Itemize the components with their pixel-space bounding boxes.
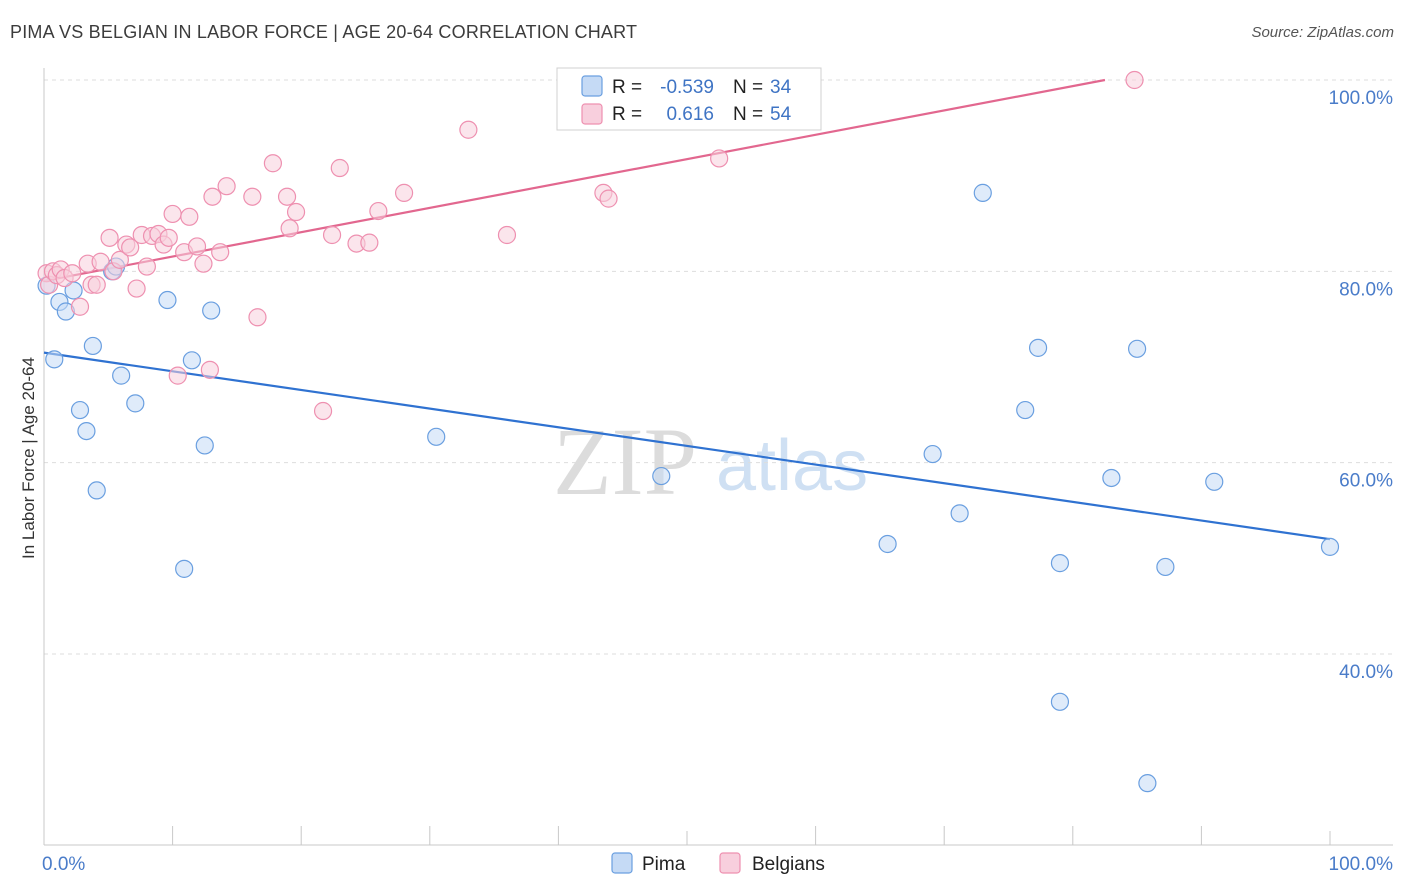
point-belgians: [710, 149, 729, 168]
point-pima: [1156, 557, 1175, 577]
point-belgians: [159, 228, 178, 247]
point-belgians: [163, 204, 182, 224]
point-belgians: [369, 201, 388, 221]
axes: [43, 68, 1393, 846]
point-belgians: [330, 158, 349, 178]
chart-title: PIMA VS BELGIAN IN LABOR FORCE | AGE 20-…: [10, 22, 638, 42]
point-belgians: [263, 154, 283, 173]
point-belgians: [243, 187, 262, 206]
bottom-legend-swatch-pima: [611, 852, 633, 874]
legend-r-label-belgians: R =: [612, 104, 642, 125]
watermark: ZIP atlas: [553, 408, 868, 515]
point-belgians: [63, 264, 82, 283]
legend-n-value-belgians: 54: [770, 104, 792, 125]
point-pima: [202, 301, 221, 320]
point-pima: [1205, 472, 1224, 491]
point-pima: [87, 481, 106, 500]
series-legend: Pima Belgians: [611, 852, 825, 875]
point-belgians: [127, 279, 146, 298]
point-pima: [195, 436, 214, 455]
x-tick-label-min: 0.0%: [42, 854, 85, 875]
point-pima: [923, 444, 942, 464]
point-pima: [182, 351, 201, 370]
point-pima: [1320, 537, 1340, 556]
point-pima: [112, 366, 131, 385]
point-pima: [1050, 554, 1070, 573]
x-tick-label-max: 100.0%: [1329, 854, 1394, 875]
point-belgians: [180, 207, 199, 226]
bottom-legend-label-belgians: Belgians: [752, 854, 825, 875]
point-belgians: [217, 177, 236, 196]
watermark-zip: ZIP: [553, 408, 697, 515]
point-belgians: [203, 187, 222, 206]
legend-swatch-belgians: [581, 103, 603, 125]
y-tick-label: 100.0%: [1329, 88, 1394, 109]
point-pima: [1127, 339, 1147, 358]
point-belgians: [1125, 70, 1144, 90]
point-belgians: [110, 250, 129, 269]
point-pima: [77, 421, 96, 441]
point-belgians: [459, 120, 478, 139]
point-belgians: [187, 237, 207, 256]
x-axis-ticks: [43, 826, 1331, 845]
point-belgians: [211, 243, 230, 262]
point-belgians: [137, 257, 156, 276]
point-pima: [126, 394, 145, 413]
point-belgians: [277, 187, 297, 206]
point-pima: [1028, 338, 1048, 357]
watermark-atlas: atlas: [716, 426, 868, 506]
point-belgians: [91, 252, 110, 271]
point-pima: [973, 183, 992, 202]
bottom-legend-swatch-belgians: [719, 852, 741, 874]
point-belgians: [194, 254, 213, 273]
point-belgians: [322, 225, 342, 245]
point-belgians: [87, 275, 106, 294]
point-pima: [878, 534, 897, 554]
point-pima: [427, 427, 446, 446]
point-pima: [70, 400, 90, 420]
point-belgians: [100, 228, 119, 247]
point-pima: [158, 290, 177, 310]
trend-line-pima: [43, 351, 1331, 541]
y-tick-label: 40.0%: [1339, 662, 1393, 683]
point-belgians: [286, 202, 306, 222]
point-belgians: [280, 219, 299, 238]
point-pima: [1102, 468, 1121, 488]
point-pima: [950, 504, 969, 523]
point-pima: [1050, 692, 1070, 711]
point-belgians: [168, 366, 187, 385]
point-pima: [83, 336, 102, 356]
point-belgians: [70, 297, 90, 316]
y-tick-labels: 40.0% 60.0% 80.0% 100.0%: [1329, 88, 1394, 683]
legend-n-label-pima: N =: [733, 77, 763, 98]
legend-swatch-pima: [581, 75, 603, 97]
legend-n-label-belgians: N =: [733, 104, 763, 125]
point-belgians: [360, 233, 379, 252]
source-credit: Source: ZipAtlas.com: [1251, 24, 1394, 41]
legend-n-value-pima: 34: [770, 77, 792, 98]
stats-legend: R = -0.539 N = 34 R = 0.616 N = 54: [556, 67, 822, 131]
point-pima: [175, 559, 194, 578]
point-belgians: [313, 401, 333, 421]
y-axis-title: In Labor Force | Age 20-64: [19, 357, 38, 559]
legend-r-value-belgians: 0.616: [666, 104, 714, 125]
point-pima: [45, 350, 64, 369]
point-pima: [1016, 400, 1035, 420]
legend-r-label-pima: R =: [612, 77, 642, 98]
series-pima: [37, 183, 1340, 793]
bottom-legend-label-pima: Pima: [642, 854, 686, 875]
point-belgians: [497, 225, 517, 245]
legend-r-value-pima: -0.539: [660, 77, 714, 98]
point-pima: [652, 466, 671, 486]
point-pima: [1138, 774, 1157, 793]
point-belgians: [121, 238, 140, 257]
point-belgians: [394, 183, 414, 202]
y-tick-label: 80.0%: [1339, 279, 1393, 300]
point-belgians: [248, 308, 267, 327]
y-tick-label: 60.0%: [1339, 471, 1393, 492]
point-belgians: [599, 189, 618, 208]
point-belgians: [200, 360, 219, 379]
series-belgians: [37, 70, 1144, 421]
